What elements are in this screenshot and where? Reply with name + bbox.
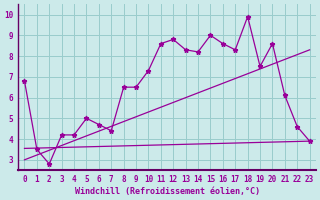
- X-axis label: Windchill (Refroidissement éolien,°C): Windchill (Refroidissement éolien,°C): [75, 187, 260, 196]
